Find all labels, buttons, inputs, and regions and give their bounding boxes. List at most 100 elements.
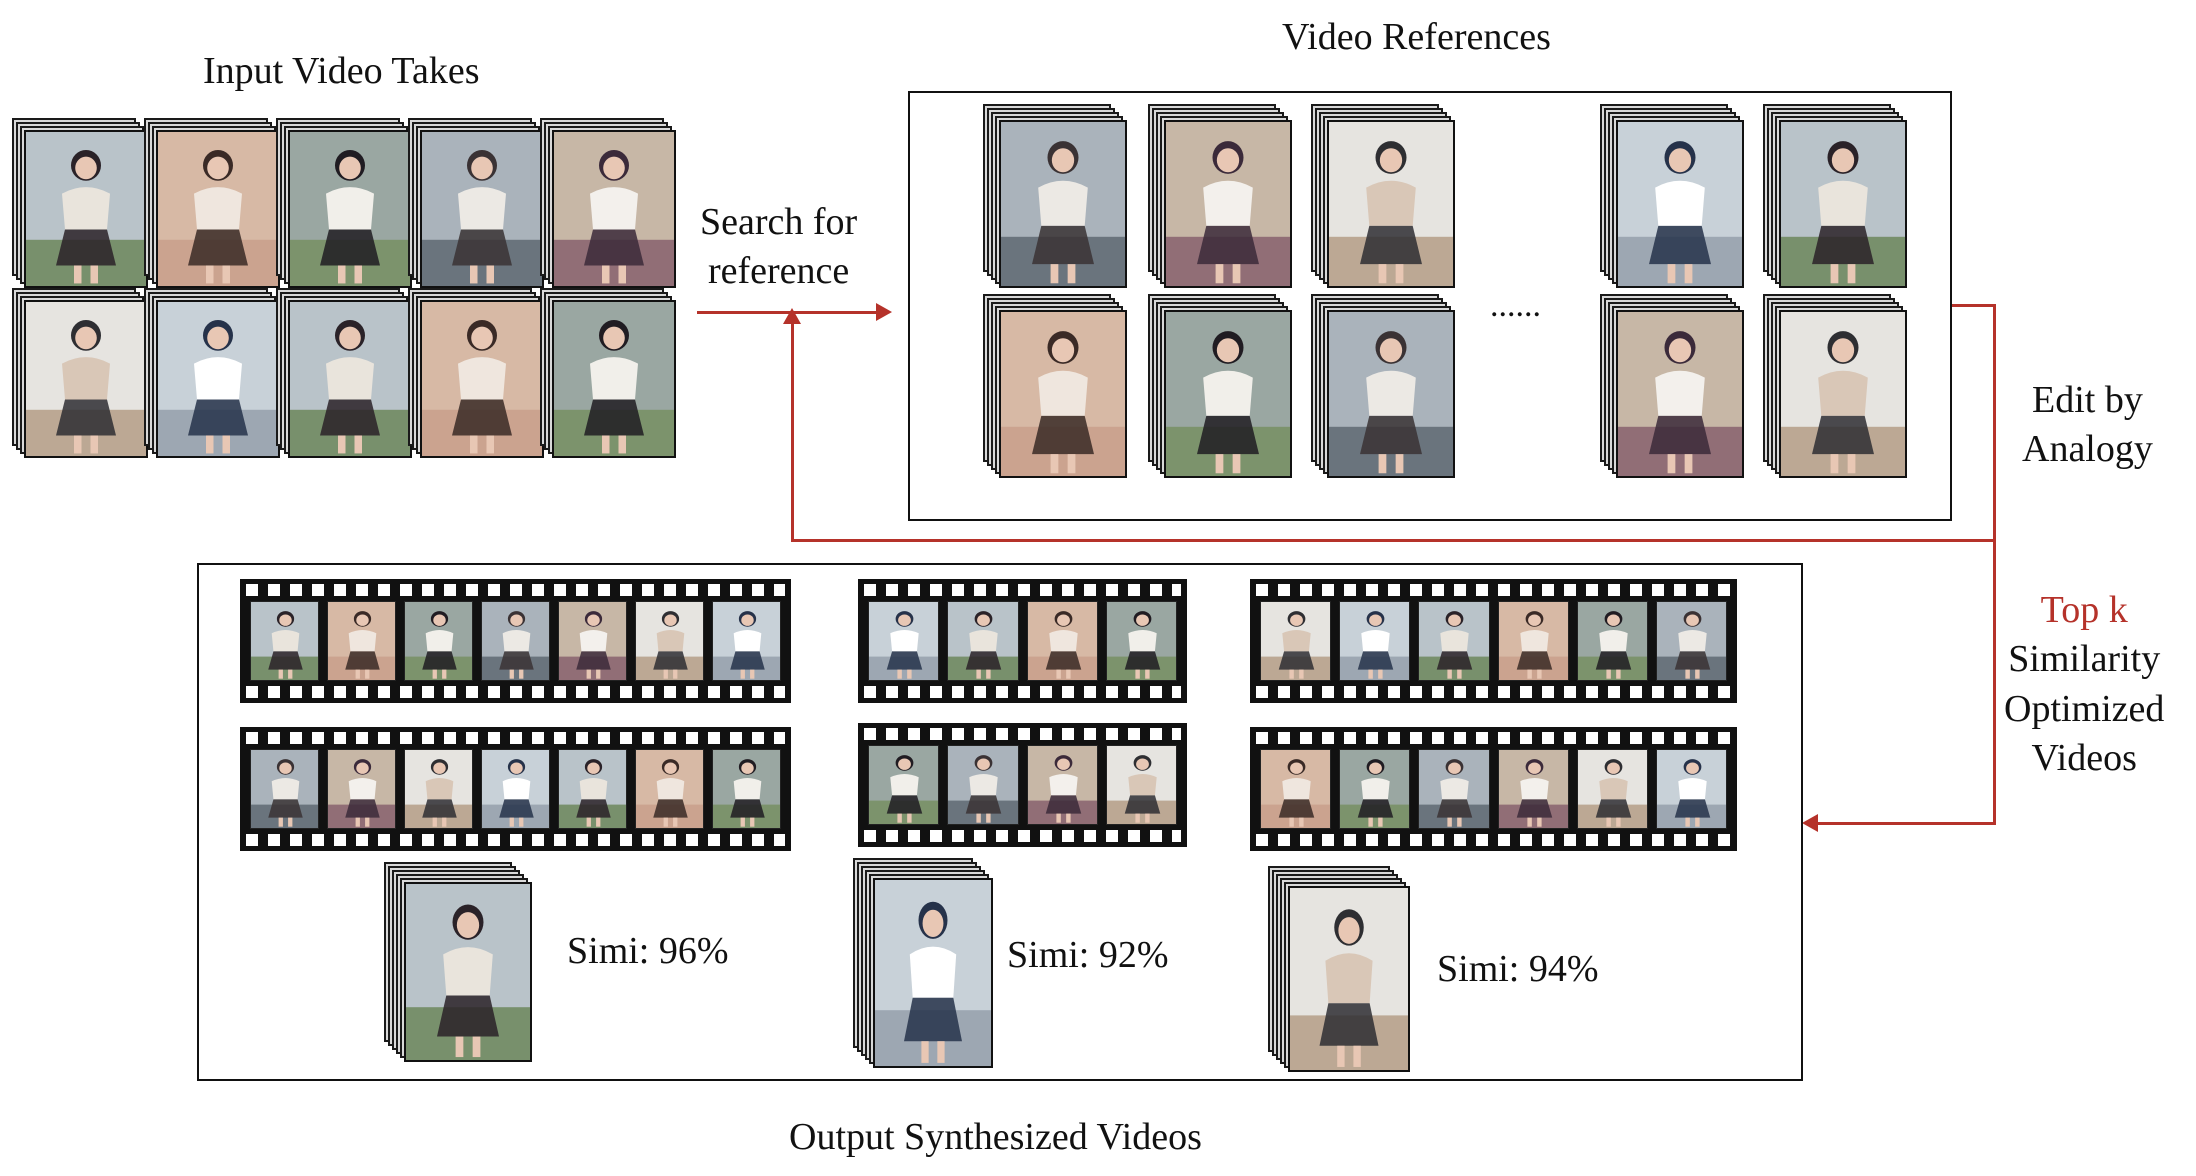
film-perforations <box>864 728 1181 740</box>
input-take-10 <box>540 288 676 458</box>
search-label-line1: Search for <box>700 201 858 243</box>
film-frames <box>1260 749 1728 829</box>
film-frame <box>947 745 1019 825</box>
reference-video-6 <box>983 294 1127 478</box>
input-take-4 <box>408 118 544 288</box>
film-frame <box>868 745 940 825</box>
film-frames <box>250 601 781 681</box>
film-frame <box>481 749 550 829</box>
reference-video-8 <box>1311 294 1455 478</box>
topk-label-line4: Videos <box>2031 737 2137 780</box>
video-frame-thumbnail <box>552 300 676 458</box>
video-frame-thumbnail <box>288 300 412 458</box>
reference-video-5 <box>1763 104 1907 288</box>
output-3-similarity: Simi: 94% <box>1437 948 1599 990</box>
film-frame <box>712 749 781 829</box>
input-take-5 <box>540 118 676 288</box>
video-frame-thumbnail <box>156 130 280 288</box>
film-perforations <box>246 584 785 596</box>
output-arrow-line <box>1818 822 1996 825</box>
input-take-2 <box>144 118 280 288</box>
film-frame <box>1105 601 1177 681</box>
reference-video-10 <box>1763 294 1907 478</box>
film-frame <box>558 601 627 681</box>
film-frame <box>250 749 319 829</box>
edit-label-line1: Edit by <box>2032 379 2143 421</box>
reference-video-7 <box>1148 294 1292 478</box>
reference-video-3 <box>1311 104 1455 288</box>
film-frame <box>1497 749 1569 829</box>
film-frames <box>868 601 1177 681</box>
reference-video-4 <box>1600 104 1744 288</box>
film-frame <box>1339 601 1411 681</box>
film-frame <box>1105 745 1177 825</box>
filmstrip-6 <box>1250 727 1737 851</box>
video-frame-thumbnail <box>1779 120 1907 288</box>
video-frame-thumbnail <box>873 878 993 1068</box>
analogy-line-down <box>1993 304 1996 824</box>
filmstrip-1 <box>240 579 791 703</box>
film-frame <box>1576 749 1648 829</box>
video-frame-thumbnail <box>1164 120 1292 288</box>
video-frame-thumbnail <box>1616 120 1744 288</box>
input-take-3 <box>276 118 412 288</box>
film-frame <box>1655 601 1728 681</box>
video-frame-thumbnail <box>1779 310 1907 478</box>
film-perforations <box>864 830 1181 842</box>
reference-video-1 <box>983 104 1127 288</box>
input-video-takes-title: Input Video Takes <box>203 50 480 92</box>
search-for-reference-label: Search for reference <box>700 198 857 297</box>
film-frame <box>558 749 627 829</box>
output-3-reference-stack <box>1268 866 1410 1072</box>
analogy-line-out <box>1952 304 1994 307</box>
video-frame-thumbnail <box>552 130 676 288</box>
film-frame <box>327 601 396 681</box>
film-frame <box>947 601 1019 681</box>
video-frame-thumbnail <box>24 300 148 458</box>
input-take-8 <box>276 288 412 458</box>
film-perforations <box>246 834 785 846</box>
filmstrip-3 <box>858 579 1187 703</box>
output-synthesized-videos-title: Output Synthesized Videos <box>789 1116 1202 1158</box>
film-frame <box>1339 749 1411 829</box>
film-perforations <box>246 732 785 744</box>
video-frame-thumbnail <box>288 130 412 288</box>
film-frames <box>1260 601 1728 681</box>
video-frame-thumbnail <box>420 300 544 458</box>
output-1-reference-stack <box>384 862 532 1062</box>
video-frame-thumbnail <box>1616 310 1744 478</box>
film-frame <box>327 749 396 829</box>
filmstrip-5 <box>1250 579 1737 703</box>
reference-video-9 <box>1600 294 1744 478</box>
film-perforations <box>1256 834 1731 846</box>
film-frame <box>250 601 319 681</box>
input-take-9 <box>408 288 544 458</box>
film-frame <box>1497 601 1569 681</box>
film-perforations <box>864 686 1181 698</box>
film-frame <box>1418 601 1490 681</box>
film-frame <box>635 749 704 829</box>
search-label-line2: reference <box>707 250 850 293</box>
film-frame <box>1655 749 1728 829</box>
video-frame-thumbnail <box>24 130 148 288</box>
references-ellipsis: ...... <box>1490 287 1541 324</box>
film-perforations <box>1256 732 1731 744</box>
input-take-6 <box>12 288 148 458</box>
film-perforations <box>1256 686 1731 698</box>
input-take-1 <box>12 118 148 288</box>
film-frame <box>1260 749 1332 829</box>
video-frame-thumbnail <box>999 120 1127 288</box>
topk-similarity-label: Top k Similarity Optimized Videos <box>2004 586 2164 784</box>
film-frame <box>868 601 940 681</box>
film-frame <box>404 601 473 681</box>
film-frame <box>712 601 781 681</box>
output-1-similarity: Simi: 96% <box>567 930 729 972</box>
film-frames <box>250 749 781 829</box>
output-2-similarity: Simi: 92% <box>1007 934 1169 976</box>
filmstrip-4 <box>858 723 1187 847</box>
film-frame <box>1026 601 1098 681</box>
video-frame-thumbnail <box>156 300 280 458</box>
video-frame-thumbnail <box>1164 310 1292 478</box>
video-frame-thumbnail <box>420 130 544 288</box>
video-frame-thumbnail <box>404 882 532 1062</box>
